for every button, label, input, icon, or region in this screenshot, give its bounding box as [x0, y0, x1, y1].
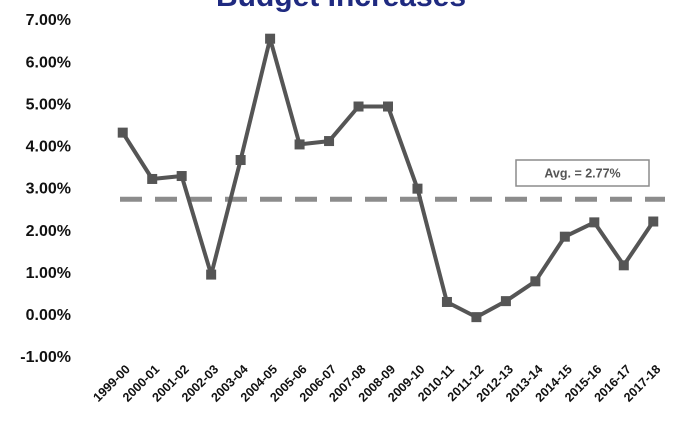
data-point	[471, 312, 482, 323]
data-point	[235, 155, 246, 166]
data-point	[500, 296, 511, 307]
data-point	[147, 173, 158, 184]
data-point	[206, 269, 217, 280]
data-point	[117, 127, 128, 138]
average-label-box	[515, 159, 650, 187]
data-point	[648, 216, 659, 227]
data-point	[589, 217, 600, 228]
average-reference: Avg. = 2.77%	[120, 159, 665, 202]
series-line-group	[117, 33, 659, 323]
y-tick-label: 3.00%	[26, 181, 71, 198]
y-tick-label: 2.00%	[26, 223, 71, 240]
data-point	[383, 101, 393, 112]
y-tick-label: 0.00%	[26, 307, 71, 324]
data-point	[176, 171, 187, 182]
data-point	[618, 260, 629, 271]
y-tick-label: 5.00%	[26, 96, 71, 113]
data-point	[412, 183, 423, 194]
data-point	[294, 139, 305, 150]
y-tick-label: 1.00%	[26, 265, 71, 282]
x-axis: 1999-002000-012001-022002-032003-042004-…	[91, 362, 664, 404]
data-point	[265, 33, 276, 44]
chart-title: Budget Increases	[216, 0, 466, 13]
data-point	[441, 296, 452, 307]
data-point	[353, 101, 364, 112]
data-point	[324, 136, 335, 147]
data-point	[559, 231, 570, 242]
y-tick-label: -1.00%	[20, 349, 71, 366]
y-tick-label: 6.00%	[26, 54, 71, 71]
data-point	[530, 276, 541, 287]
y-axis: 7.00% 6.00% 5.00% 4.00% 3.00% 2.00% 1.00% 0.00%…	[20, 12, 71, 366]
y-tick-label: 4.00%	[26, 139, 71, 156]
y-tick-label: 7.00%	[26, 12, 71, 29]
average-label: Avg. = 2.77%	[544, 166, 620, 180]
